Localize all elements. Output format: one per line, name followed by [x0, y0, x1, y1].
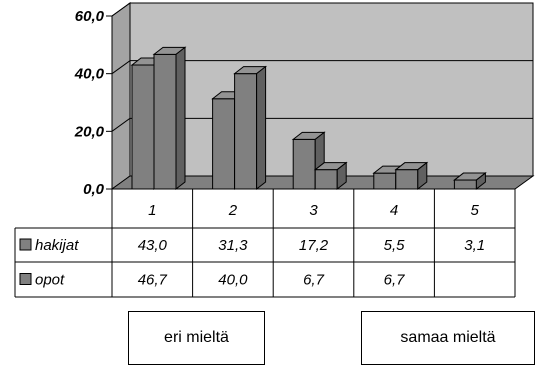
legend-key: [19, 273, 32, 285]
y-tick-label: 20,0: [74, 123, 105, 140]
x-tick-label: 3: [309, 202, 318, 219]
gridline-side: [111, 117, 131, 132]
data-label: 40,0: [218, 272, 248, 289]
data-label: 5,5: [384, 237, 406, 254]
bar-front: [292, 138, 316, 190]
data-label: 43,0: [138, 237, 168, 254]
x-tick-label: 4: [390, 202, 398, 219]
bar-side: [417, 161, 428, 191]
data-label: 46,7: [138, 272, 168, 289]
y-tick-label: 0,0: [83, 181, 105, 198]
bar-front: [373, 172, 397, 190]
bar-front: [131, 64, 155, 190]
legend-label: hakijat: [35, 237, 79, 254]
bar-front: [395, 169, 419, 190]
data-label: 6,7: [303, 272, 325, 289]
bar-side: [256, 65, 267, 191]
y-tick-label: 40,0: [74, 66, 105, 83]
bar-front: [453, 179, 477, 190]
legend-label: opot: [35, 272, 65, 289]
bar-side: [336, 161, 347, 191]
data-label: 31,3: [218, 237, 248, 254]
legend-key: [19, 238, 32, 251]
x-tick-label: 5: [471, 202, 480, 219]
y-tick-label: 60,0: [75, 8, 105, 25]
data-label: 6,7: [384, 272, 406, 289]
bar-front: [212, 98, 236, 190]
x-tick-label: 2: [228, 202, 238, 219]
bar-front: [314, 169, 338, 190]
bar-front: [234, 73, 258, 190]
annotation-agree: samaa mieltä: [361, 311, 535, 365]
x-tick-label: 1: [148, 202, 156, 219]
annotation-disagree: eri mieltä: [128, 311, 265, 365]
data-label: 17,2: [299, 237, 329, 254]
bar-front: [153, 53, 177, 190]
gridline-side: [111, 60, 131, 75]
bar-side: [175, 46, 186, 191]
bar-chart: 0,0 20,0 40,0 60,0 1 2 3 4 5 hakijat 43,0 31,3 17,2 5…: [14, 2, 535, 298]
bar-side: [475, 172, 486, 191]
side-wall: [111, 2, 131, 190]
back-wall: [129, 2, 534, 177]
gridline-side: [111, 2, 131, 17]
data-label: 3,1: [464, 237, 485, 254]
